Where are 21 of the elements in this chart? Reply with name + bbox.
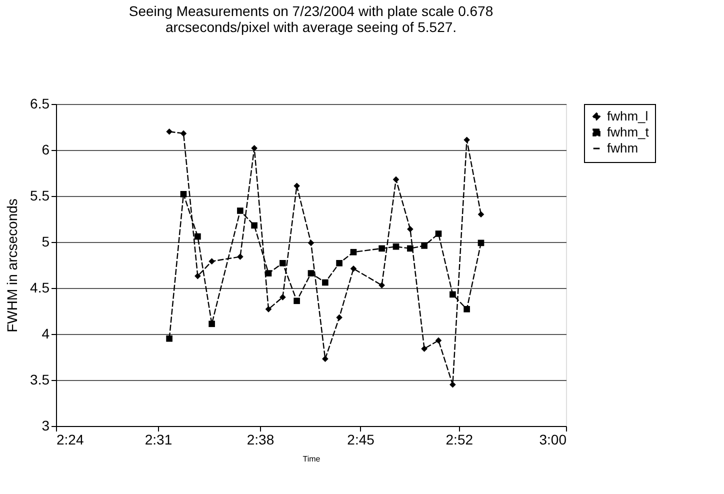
y-tick-label: 5 bbox=[42, 234, 50, 250]
y-tick-label: 6.5 bbox=[30, 96, 50, 112]
y-tick-label: 4.5 bbox=[30, 280, 50, 296]
x-tick-label: 2:45 bbox=[347, 432, 375, 448]
y-tick-label: 3 bbox=[42, 418, 50, 434]
x-tick-label: 2:24 bbox=[56, 432, 84, 448]
x-axis-title: Time bbox=[302, 454, 321, 464]
text: Seeing Measurements on 7/23/2004 with plate scale 0.678 bbox=[128, 3, 494, 19]
legend-label: fwhm_t bbox=[607, 124, 650, 140]
y-tick-label: 4 bbox=[42, 326, 50, 342]
text: arcseconds/pixel with average seeing of 5.527. bbox=[165, 19, 457, 35]
y-axis-title: FWHM in arcseconds bbox=[4, 198, 20, 332]
y-tick-label: 5.5 bbox=[30, 188, 50, 204]
y-tick-label: 3.5 bbox=[30, 372, 50, 388]
x-tick-label: 2:38 bbox=[246, 432, 274, 448]
x-tick-label: 3:00 bbox=[539, 432, 567, 448]
x-tick-label: 2:52 bbox=[446, 432, 474, 448]
x-tick-label: 2:31 bbox=[144, 432, 172, 448]
y-tick-label: 6 bbox=[42, 142, 50, 158]
legend-label: fwhm_l bbox=[607, 108, 648, 124]
legend-label: fwhm bbox=[607, 140, 638, 156]
